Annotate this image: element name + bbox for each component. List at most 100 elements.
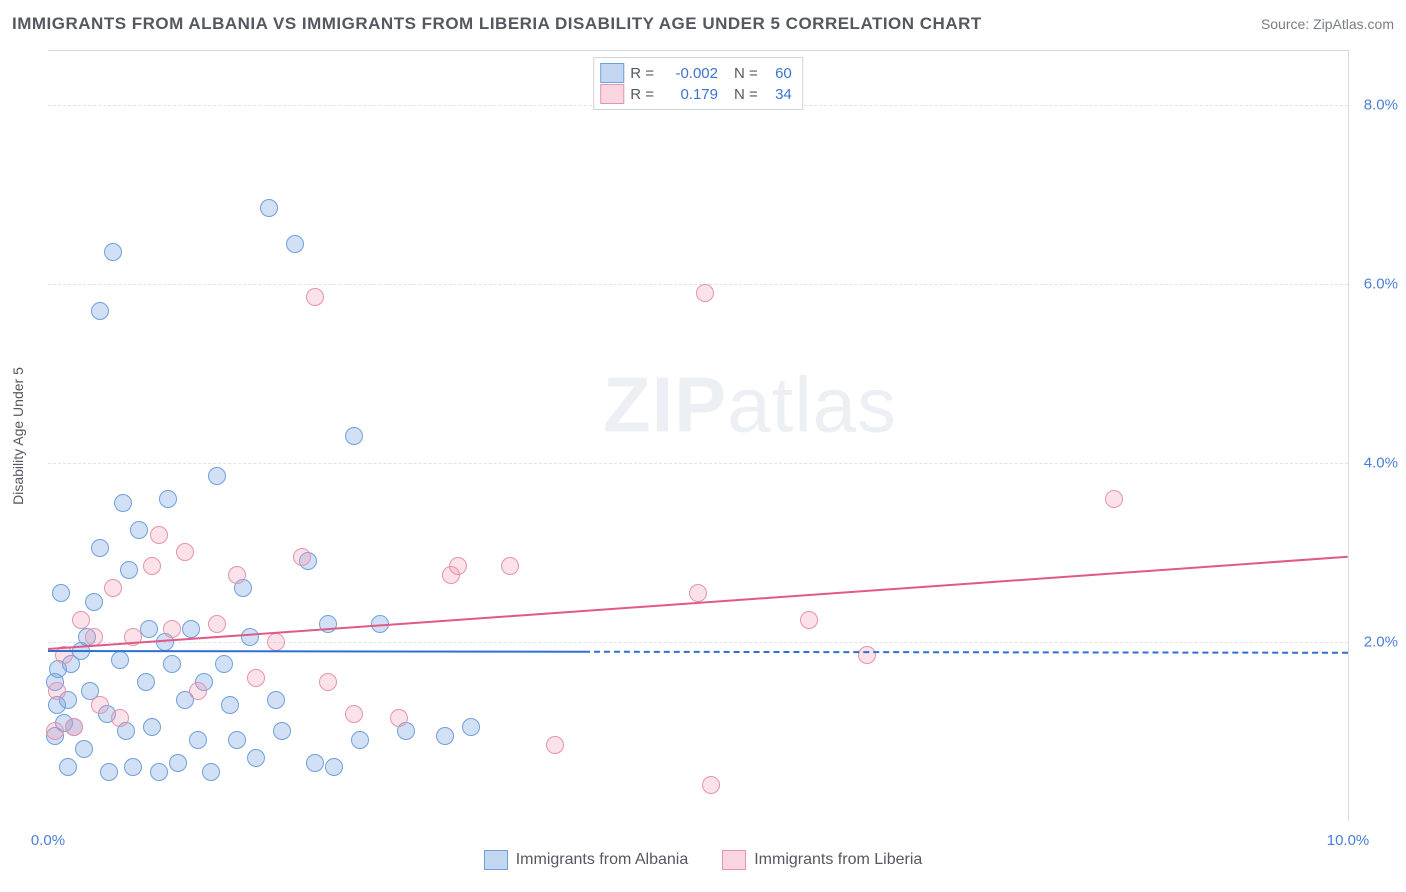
data-point <box>137 673 155 691</box>
data-point <box>436 727 454 745</box>
data-point <box>546 736 564 754</box>
data-point <box>120 561 138 579</box>
correlation-chart: Disability Age Under 5 ZIPatlas R = -0.0… <box>48 50 1349 821</box>
data-point <box>221 696 239 714</box>
data-point <box>169 754 187 772</box>
r-label: R = <box>630 65 654 82</box>
data-point <box>286 235 304 253</box>
data-point <box>130 521 148 539</box>
data-point <box>267 691 285 709</box>
data-point <box>449 557 467 575</box>
data-point <box>100 763 118 781</box>
data-point <box>800 611 818 629</box>
y-tick-label: 4.0% <box>1354 454 1398 471</box>
source-prefix: Source: <box>1261 16 1313 32</box>
data-point <box>273 722 291 740</box>
data-point <box>150 526 168 544</box>
n-value-liberia: 34 <box>764 86 792 103</box>
data-point <box>159 490 177 508</box>
data-point <box>59 758 77 776</box>
data-point <box>390 709 408 727</box>
data-point <box>208 467 226 485</box>
x-tick-label: 0.0% <box>31 832 65 849</box>
data-point <box>176 543 194 561</box>
grid-line <box>48 463 1348 464</box>
legend-item-liberia: Immigrants from Liberia <box>722 850 922 870</box>
data-point <box>293 548 311 566</box>
data-point <box>143 718 161 736</box>
y-axis-title: Disability Age Under 5 <box>10 367 26 505</box>
data-point <box>91 696 109 714</box>
data-point <box>696 284 714 302</box>
chart-title: IMMIGRANTS FROM ALBANIA VS IMMIGRANTS FR… <box>12 14 982 34</box>
data-point <box>111 651 129 669</box>
stats-row-liberia: R = 0.179 N = 34 <box>600 84 792 104</box>
data-point <box>267 633 285 651</box>
legend-label-albania: Immigrants from Albania <box>516 851 689 869</box>
data-point <box>228 731 246 749</box>
data-point <box>48 682 66 700</box>
data-point <box>111 709 129 727</box>
data-point <box>91 539 109 557</box>
data-point <box>52 584 70 602</box>
data-point <box>182 620 200 638</box>
data-point <box>143 557 161 575</box>
data-point <box>72 611 90 629</box>
swatch-pink-icon <box>600 84 624 104</box>
n-label: N = <box>734 86 758 103</box>
data-point <box>140 620 158 638</box>
r-value-liberia: 0.179 <box>660 86 718 103</box>
data-point <box>208 615 226 633</box>
data-point <box>247 749 265 767</box>
data-point <box>501 557 519 575</box>
data-point <box>228 566 246 584</box>
x-tick-label: 10.0% <box>1327 832 1370 849</box>
data-point <box>46 722 64 740</box>
data-point <box>319 673 337 691</box>
data-point <box>163 620 181 638</box>
n-label: N = <box>734 65 758 82</box>
legend-item-albania: Immigrants from Albania <box>484 850 689 870</box>
data-point <box>150 763 168 781</box>
data-point <box>91 302 109 320</box>
data-point <box>689 584 707 602</box>
data-point <box>345 705 363 723</box>
data-point <box>1105 490 1123 508</box>
legend-label-liberia: Immigrants from Liberia <box>754 851 922 869</box>
data-point <box>202 763 220 781</box>
data-point <box>85 593 103 611</box>
swatch-blue-icon <box>600 63 624 83</box>
series-legend: Immigrants from Albania Immigrants from … <box>0 850 1406 870</box>
data-point <box>306 288 324 306</box>
r-value-albania: -0.002 <box>660 65 718 82</box>
data-point <box>306 754 324 772</box>
stats-legend-box: R = -0.002 N = 60 R = 0.179 N = 34 <box>593 57 803 110</box>
swatch-blue-icon <box>484 850 508 870</box>
y-tick-label: 8.0% <box>1354 96 1398 113</box>
data-point <box>215 655 233 673</box>
stats-row-albania: R = -0.002 N = 60 <box>600 63 792 83</box>
swatch-pink-icon <box>722 850 746 870</box>
data-point <box>325 758 343 776</box>
data-point <box>702 776 720 794</box>
data-point <box>858 646 876 664</box>
data-point <box>65 718 83 736</box>
data-point <box>104 243 122 261</box>
y-tick-label: 2.0% <box>1354 633 1398 650</box>
r-label: R = <box>630 86 654 103</box>
data-point <box>345 427 363 445</box>
data-point <box>114 494 132 512</box>
plot-region <box>48 51 1348 821</box>
y-tick-label: 6.0% <box>1354 275 1398 292</box>
trend-line <box>48 651 1348 653</box>
data-point <box>124 758 142 776</box>
n-value-albania: 60 <box>764 65 792 82</box>
data-point <box>241 628 259 646</box>
source-name: ZipAtlas.com <box>1313 16 1394 32</box>
data-point <box>260 199 278 217</box>
data-point <box>351 731 369 749</box>
data-point <box>104 579 122 597</box>
data-point <box>462 718 480 736</box>
data-point <box>163 655 181 673</box>
source-attribution: Source: ZipAtlas.com <box>1261 16 1394 32</box>
